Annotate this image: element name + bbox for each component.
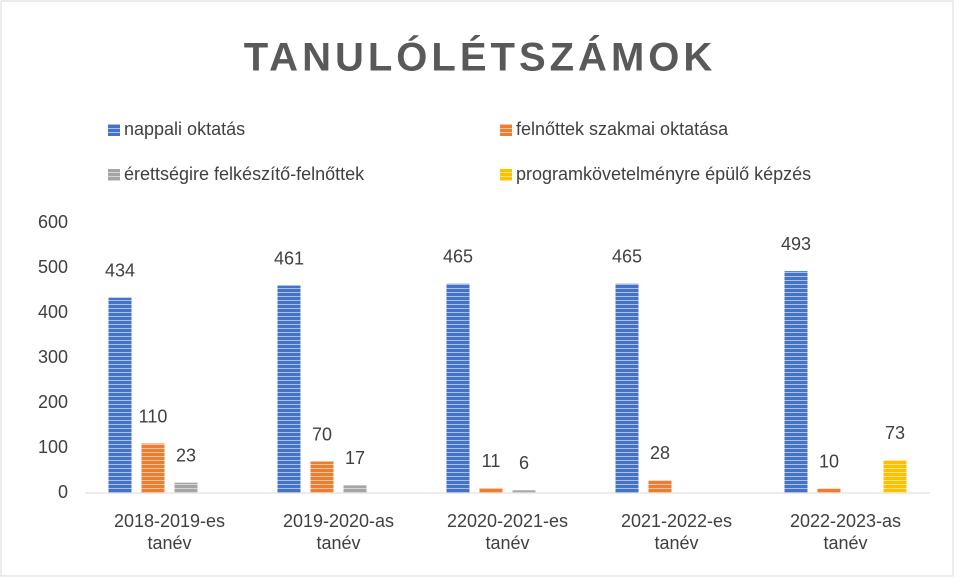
x-tick-label: 2022-2023-as tanév	[789, 511, 902, 553]
legend-label: programkövetelményre épülő képzés	[516, 164, 811, 184]
legend-swatch	[500, 124, 512, 136]
data-label: 10	[819, 451, 839, 471]
data-label: 465	[612, 247, 642, 267]
y-tick-label: 600	[38, 212, 68, 232]
y-tick-label: 0	[58, 482, 68, 502]
legend-swatch	[500, 169, 512, 181]
x-tick-label: 2019-2020-as tanév	[282, 511, 395, 553]
data-label: 493	[781, 234, 811, 254]
data-label: 73	[885, 423, 905, 443]
y-tick-label: 400	[38, 302, 68, 322]
data-label: 28	[650, 443, 670, 463]
chart-title: TANULÓLÉTSZÁMOK	[244, 34, 717, 80]
bar	[512, 490, 536, 493]
data-label: 11	[482, 451, 501, 471]
bar	[615, 283, 639, 493]
bar	[479, 488, 503, 493]
x-tick-label: 2018-2019-es tanév	[113, 511, 226, 553]
bar	[174, 482, 198, 493]
legend-label: érettségire felkészítő-felnőttek	[124, 164, 365, 184]
x-tick-label: 22020-2021-es tanév	[446, 511, 569, 553]
data-label: 23	[176, 445, 196, 465]
legend-swatch	[108, 169, 120, 181]
bar	[883, 460, 907, 493]
data-label: 110	[139, 406, 168, 426]
y-tick-label: 300	[38, 347, 68, 367]
bar	[141, 443, 165, 493]
bar	[343, 485, 367, 493]
legend-label: nappali oktatás	[124, 119, 245, 139]
bar	[108, 297, 132, 493]
bar	[648, 480, 672, 493]
data-label: 70	[312, 424, 332, 444]
legend-label: felnőttek szakmai oktatása	[516, 119, 729, 139]
legend-swatch	[108, 124, 120, 136]
y-tick-label: 100	[38, 437, 68, 457]
bar	[817, 488, 841, 493]
bar	[277, 285, 301, 493]
bar	[784, 271, 808, 493]
y-tick-label: 200	[38, 392, 68, 412]
data-label: 461	[274, 248, 304, 268]
bar	[446, 283, 470, 493]
x-tick-label: 2021-2022-es tanév	[620, 511, 733, 553]
y-tick-label: 500	[38, 257, 68, 277]
bar	[310, 461, 334, 493]
data-label: 434	[105, 260, 135, 280]
data-label: 6	[519, 453, 529, 473]
data-label: 465	[443, 247, 473, 267]
data-label: 17	[345, 448, 365, 468]
